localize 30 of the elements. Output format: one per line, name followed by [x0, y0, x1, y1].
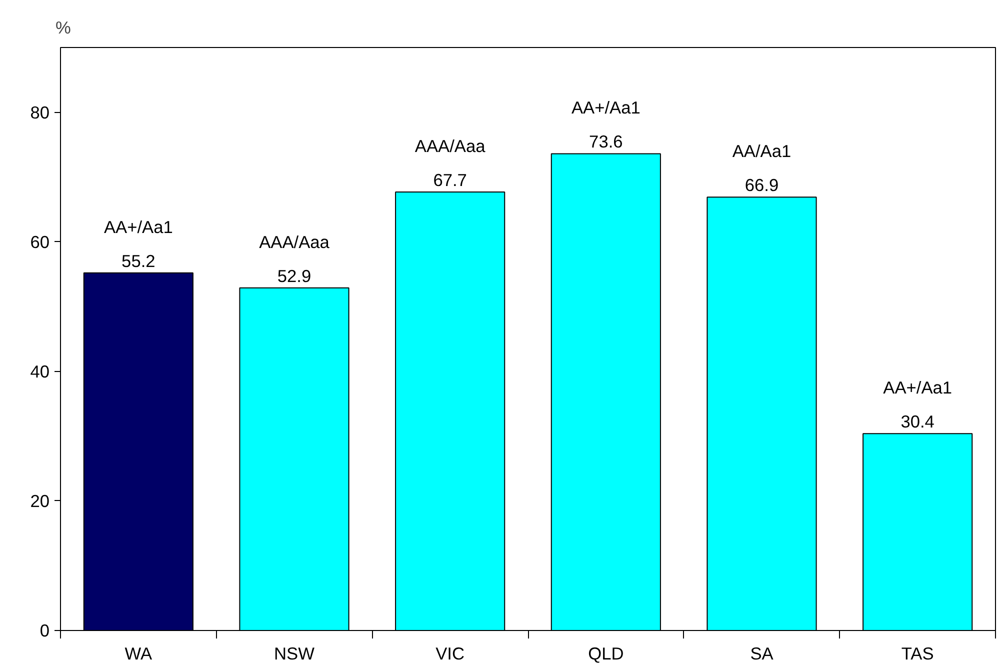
data-label: 55.2 — [122, 250, 156, 271]
bar — [395, 191, 506, 630]
bar — [706, 196, 817, 630]
x-tick-label: TAS — [901, 644, 934, 664]
y-tick-label: 0 — [40, 620, 50, 640]
annotation: AA+/Aa1 — [883, 378, 952, 398]
y-tick-label: 20 — [30, 490, 50, 511]
x-tick-label: NSW — [274, 644, 316, 664]
data-label: 52.9 — [277, 266, 312, 286]
data-label: 30.4 — [900, 412, 935, 432]
annotation: AAA/Aaa — [259, 232, 330, 252]
y-tick-label: 80 — [30, 102, 50, 122]
bar — [239, 287, 350, 630]
data-label: 73.6 — [589, 132, 623, 152]
bar — [550, 153, 661, 630]
x-tick-label: VIC — [436, 644, 465, 664]
x-tick-label: QLD — [588, 644, 624, 664]
annotation: AA+/Aa1 — [571, 98, 640, 118]
bar — [862, 433, 973, 630]
annotation: AA/Aa1 — [732, 141, 792, 162]
data-label: 67.7 — [433, 170, 467, 190]
data-label: 66.9 — [744, 175, 779, 196]
y-tick-label: 60 — [30, 232, 50, 252]
annotation: AA+/Aa1 — [104, 216, 173, 237]
annotation: AAA/Aaa — [414, 136, 486, 156]
bar — [83, 272, 194, 630]
x-tick-label: WA — [124, 644, 152, 664]
x-tick-label: SA — [750, 644, 774, 664]
y-axis-title: % — [56, 18, 71, 38]
y-tick-label: 40 — [30, 361, 50, 382]
